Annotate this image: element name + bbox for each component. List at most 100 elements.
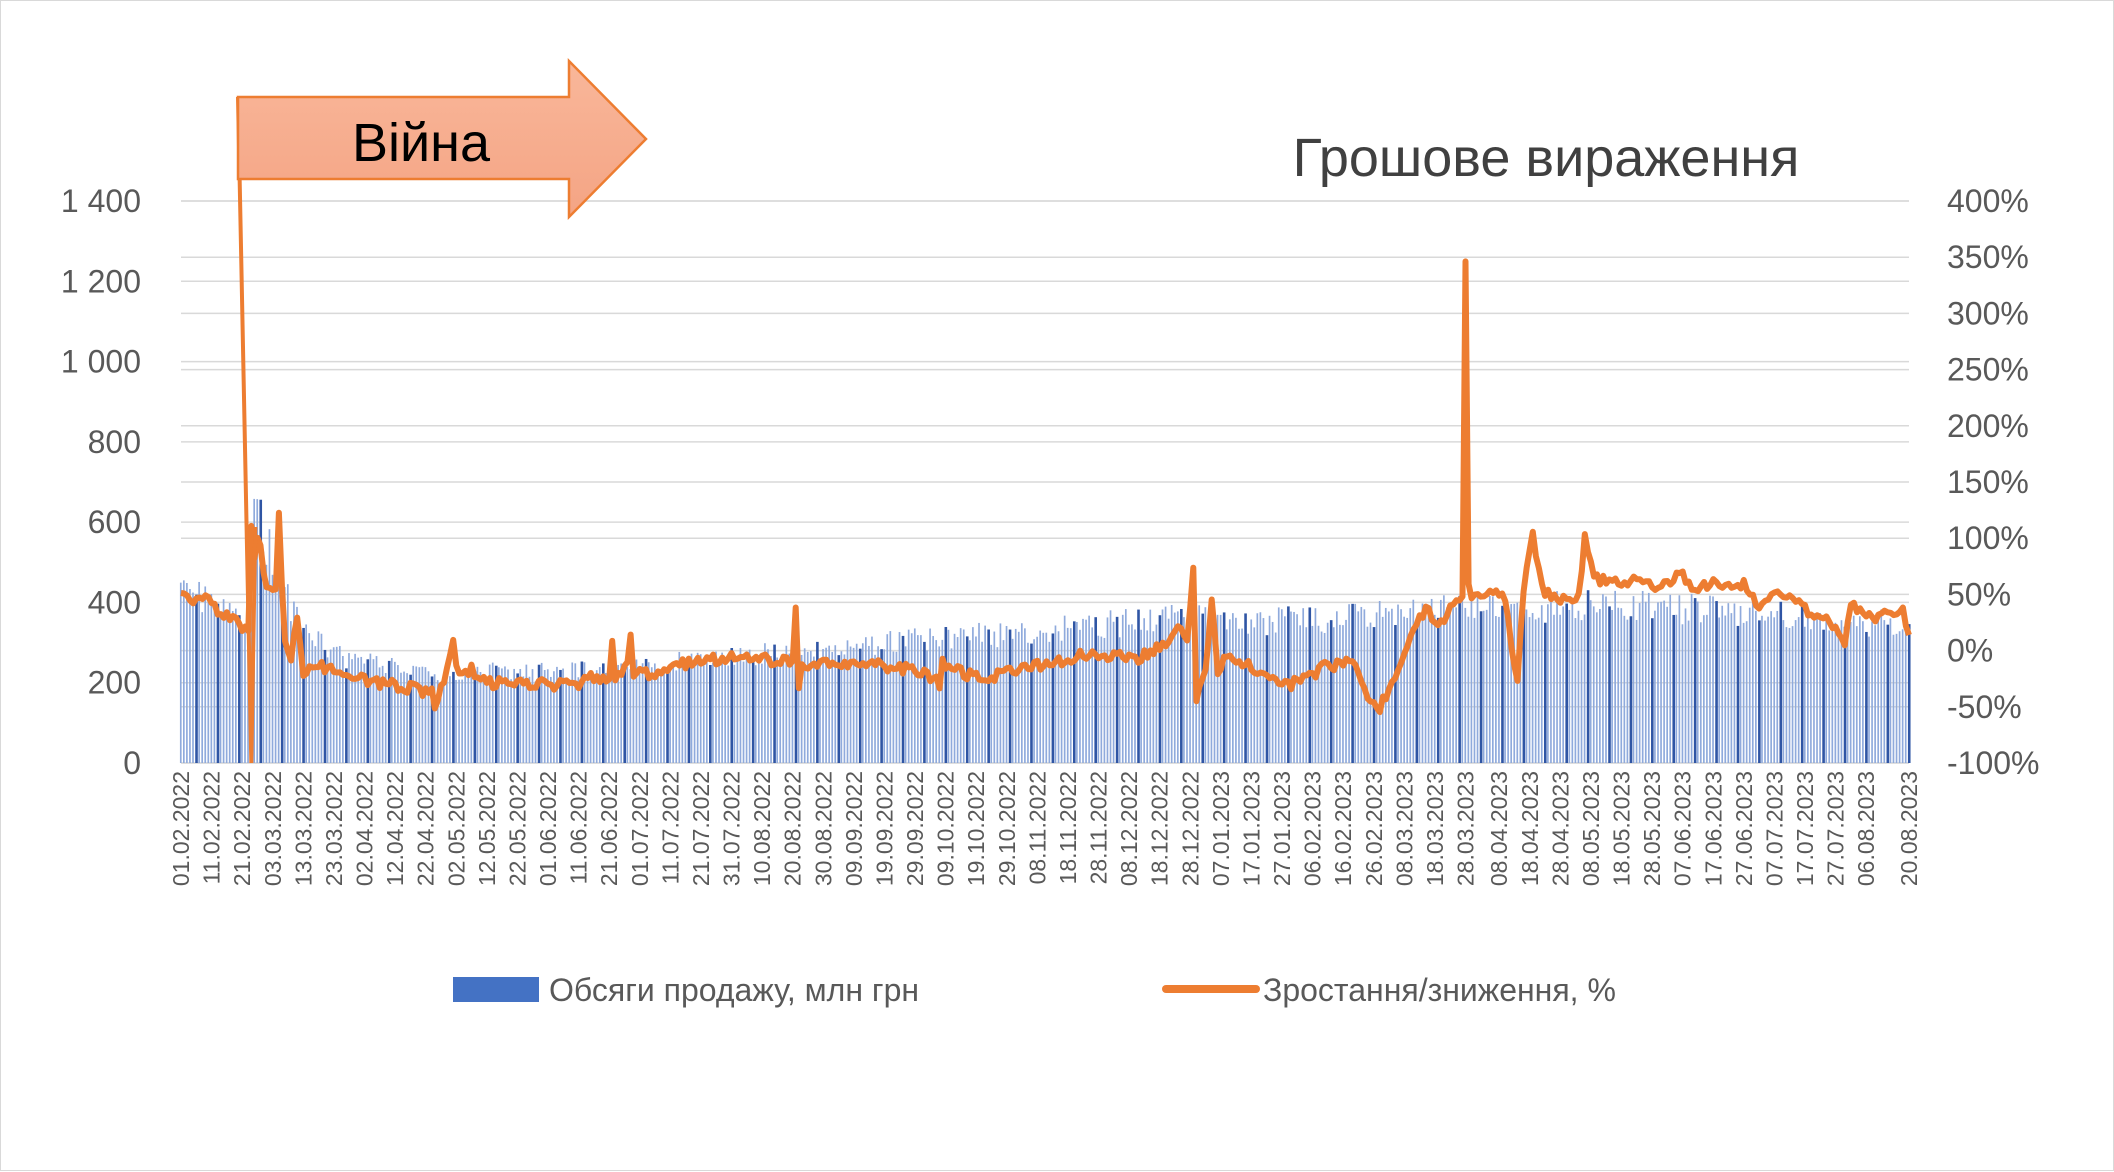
sales-bar — [516, 673, 519, 763]
sales-bar — [1586, 590, 1590, 763]
sales-bar — [277, 556, 280, 763]
sales-bar — [1235, 617, 1237, 763]
sales-bar — [1837, 633, 1840, 763]
sales-bar — [1268, 615, 1271, 763]
sales-bar — [501, 668, 503, 763]
sales-bar — [855, 643, 858, 763]
sales-bar — [727, 665, 730, 763]
y-axis-left: 0 200 400 600 800 1 000 1 200 1 400 — [61, 183, 141, 781]
sales-bar — [843, 654, 846, 763]
sales-bar — [1412, 599, 1415, 763]
sales-bar — [1403, 616, 1405, 763]
sales-bar — [972, 627, 974, 763]
sales-bar — [935, 640, 938, 763]
x-tick-label: 18.11.2022 — [1055, 771, 1081, 884]
sales-bar — [1840, 620, 1843, 763]
sales-bar — [1611, 609, 1613, 763]
sales-bar — [1354, 603, 1357, 763]
sales-bar — [868, 645, 870, 763]
sales-bar — [580, 661, 584, 763]
sales-bar — [1201, 613, 1205, 763]
sales-bar — [739, 648, 742, 763]
x-tick-label: 16.02.2023 — [1330, 771, 1356, 886]
sales-bar — [696, 652, 699, 763]
sales-bar — [687, 660, 691, 763]
sales-bar — [1274, 632, 1277, 763]
x-tick-label: 18.03.2023 — [1422, 771, 1448, 886]
sales-bar — [302, 627, 305, 763]
sales-bar — [1718, 617, 1720, 763]
sales-bar — [476, 666, 479, 763]
sales-bar — [1605, 596, 1607, 763]
x-tick-label: 18.12.2022 — [1147, 771, 1173, 886]
sales-bar — [354, 653, 356, 763]
x-axis: 01.02.2022 11.02.2022 21.02.2022 03.03.2022… — [168, 771, 1922, 886]
sales-bar — [323, 649, 327, 763]
sales-bar — [436, 680, 439, 763]
sales-bar — [1868, 636, 1870, 763]
x-tick-label: 11.06.2022 — [566, 771, 592, 884]
sales-bar — [788, 653, 791, 763]
sales-bar — [546, 669, 549, 763]
sales-bar — [1901, 629, 1904, 763]
sales-bar — [519, 668, 522, 763]
sales-bar — [265, 564, 268, 763]
sales-bar — [452, 671, 455, 763]
sales-bar — [1060, 640, 1063, 763]
sales-bar — [1164, 606, 1167, 763]
x-tick-label: 09.09.2022 — [841, 771, 867, 886]
sales-bar — [1807, 613, 1809, 763]
sales-bar — [1461, 600, 1464, 763]
y-left-tick-label: 1 400 — [61, 183, 141, 219]
sales-bar — [1057, 631, 1060, 763]
sales-bar — [442, 681, 445, 763]
sales-bar — [730, 648, 734, 763]
sales-bar — [666, 667, 669, 763]
sales-bar — [1103, 637, 1106, 763]
y-right-tick-label: 400% — [1947, 183, 2029, 219]
sales-bar — [598, 667, 601, 763]
sales-bar — [1745, 621, 1748, 763]
sales-bar — [1589, 600, 1592, 763]
sales-bar — [1299, 625, 1301, 763]
sales-bar — [886, 634, 889, 763]
sales-bar — [987, 629, 990, 763]
sales-bar — [620, 663, 623, 763]
sales-bar — [834, 645, 837, 763]
sales-bar — [1522, 608, 1526, 763]
sales-bar — [1121, 614, 1124, 763]
sales-bar — [216, 603, 220, 763]
growth-line — [180, 258, 1912, 716]
sales-bar — [1436, 617, 1440, 763]
x-tick-label: 11.02.2022 — [199, 771, 225, 884]
sales-bar — [1180, 608, 1183, 763]
x-tick-label: 27.07.2023 — [1823, 771, 1849, 886]
sales-bar — [210, 594, 213, 763]
sales-bar — [244, 625, 246, 763]
sales-bar — [690, 653, 693, 763]
sales-bar — [222, 599, 225, 763]
sales-bar — [1822, 629, 1825, 763]
sales-bar — [611, 670, 613, 763]
sales-bar — [1069, 628, 1072, 763]
sales-bar — [819, 658, 821, 763]
x-tick-label: 20.08.2023 — [1896, 771, 1922, 886]
sales-bar — [1048, 641, 1051, 763]
sales-bar — [412, 665, 415, 763]
sales-bar — [1819, 612, 1821, 763]
sales-bar — [1810, 629, 1812, 763]
sales-bar — [559, 669, 562, 763]
sales-bar — [1232, 613, 1234, 763]
sales-bar — [241, 624, 243, 763]
y-right-tick-label: 250% — [1947, 352, 2029, 388]
sales-bar — [1256, 613, 1259, 763]
sales-bar — [956, 637, 959, 763]
sales-bar — [213, 610, 216, 763]
sales-bar — [513, 668, 515, 763]
x-tick-label: 08.03.2023 — [1391, 771, 1417, 886]
y-axis-right: -100% -50% 0% 50% 100% 150% 200% 250% 300% 350% 40… — [1947, 183, 2040, 781]
sales-bar — [941, 639, 944, 763]
legend-label-bar: Обсяги продажу, млн грн — [549, 972, 919, 1008]
sales-bar — [1657, 602, 1659, 763]
sales-bar — [794, 659, 798, 763]
